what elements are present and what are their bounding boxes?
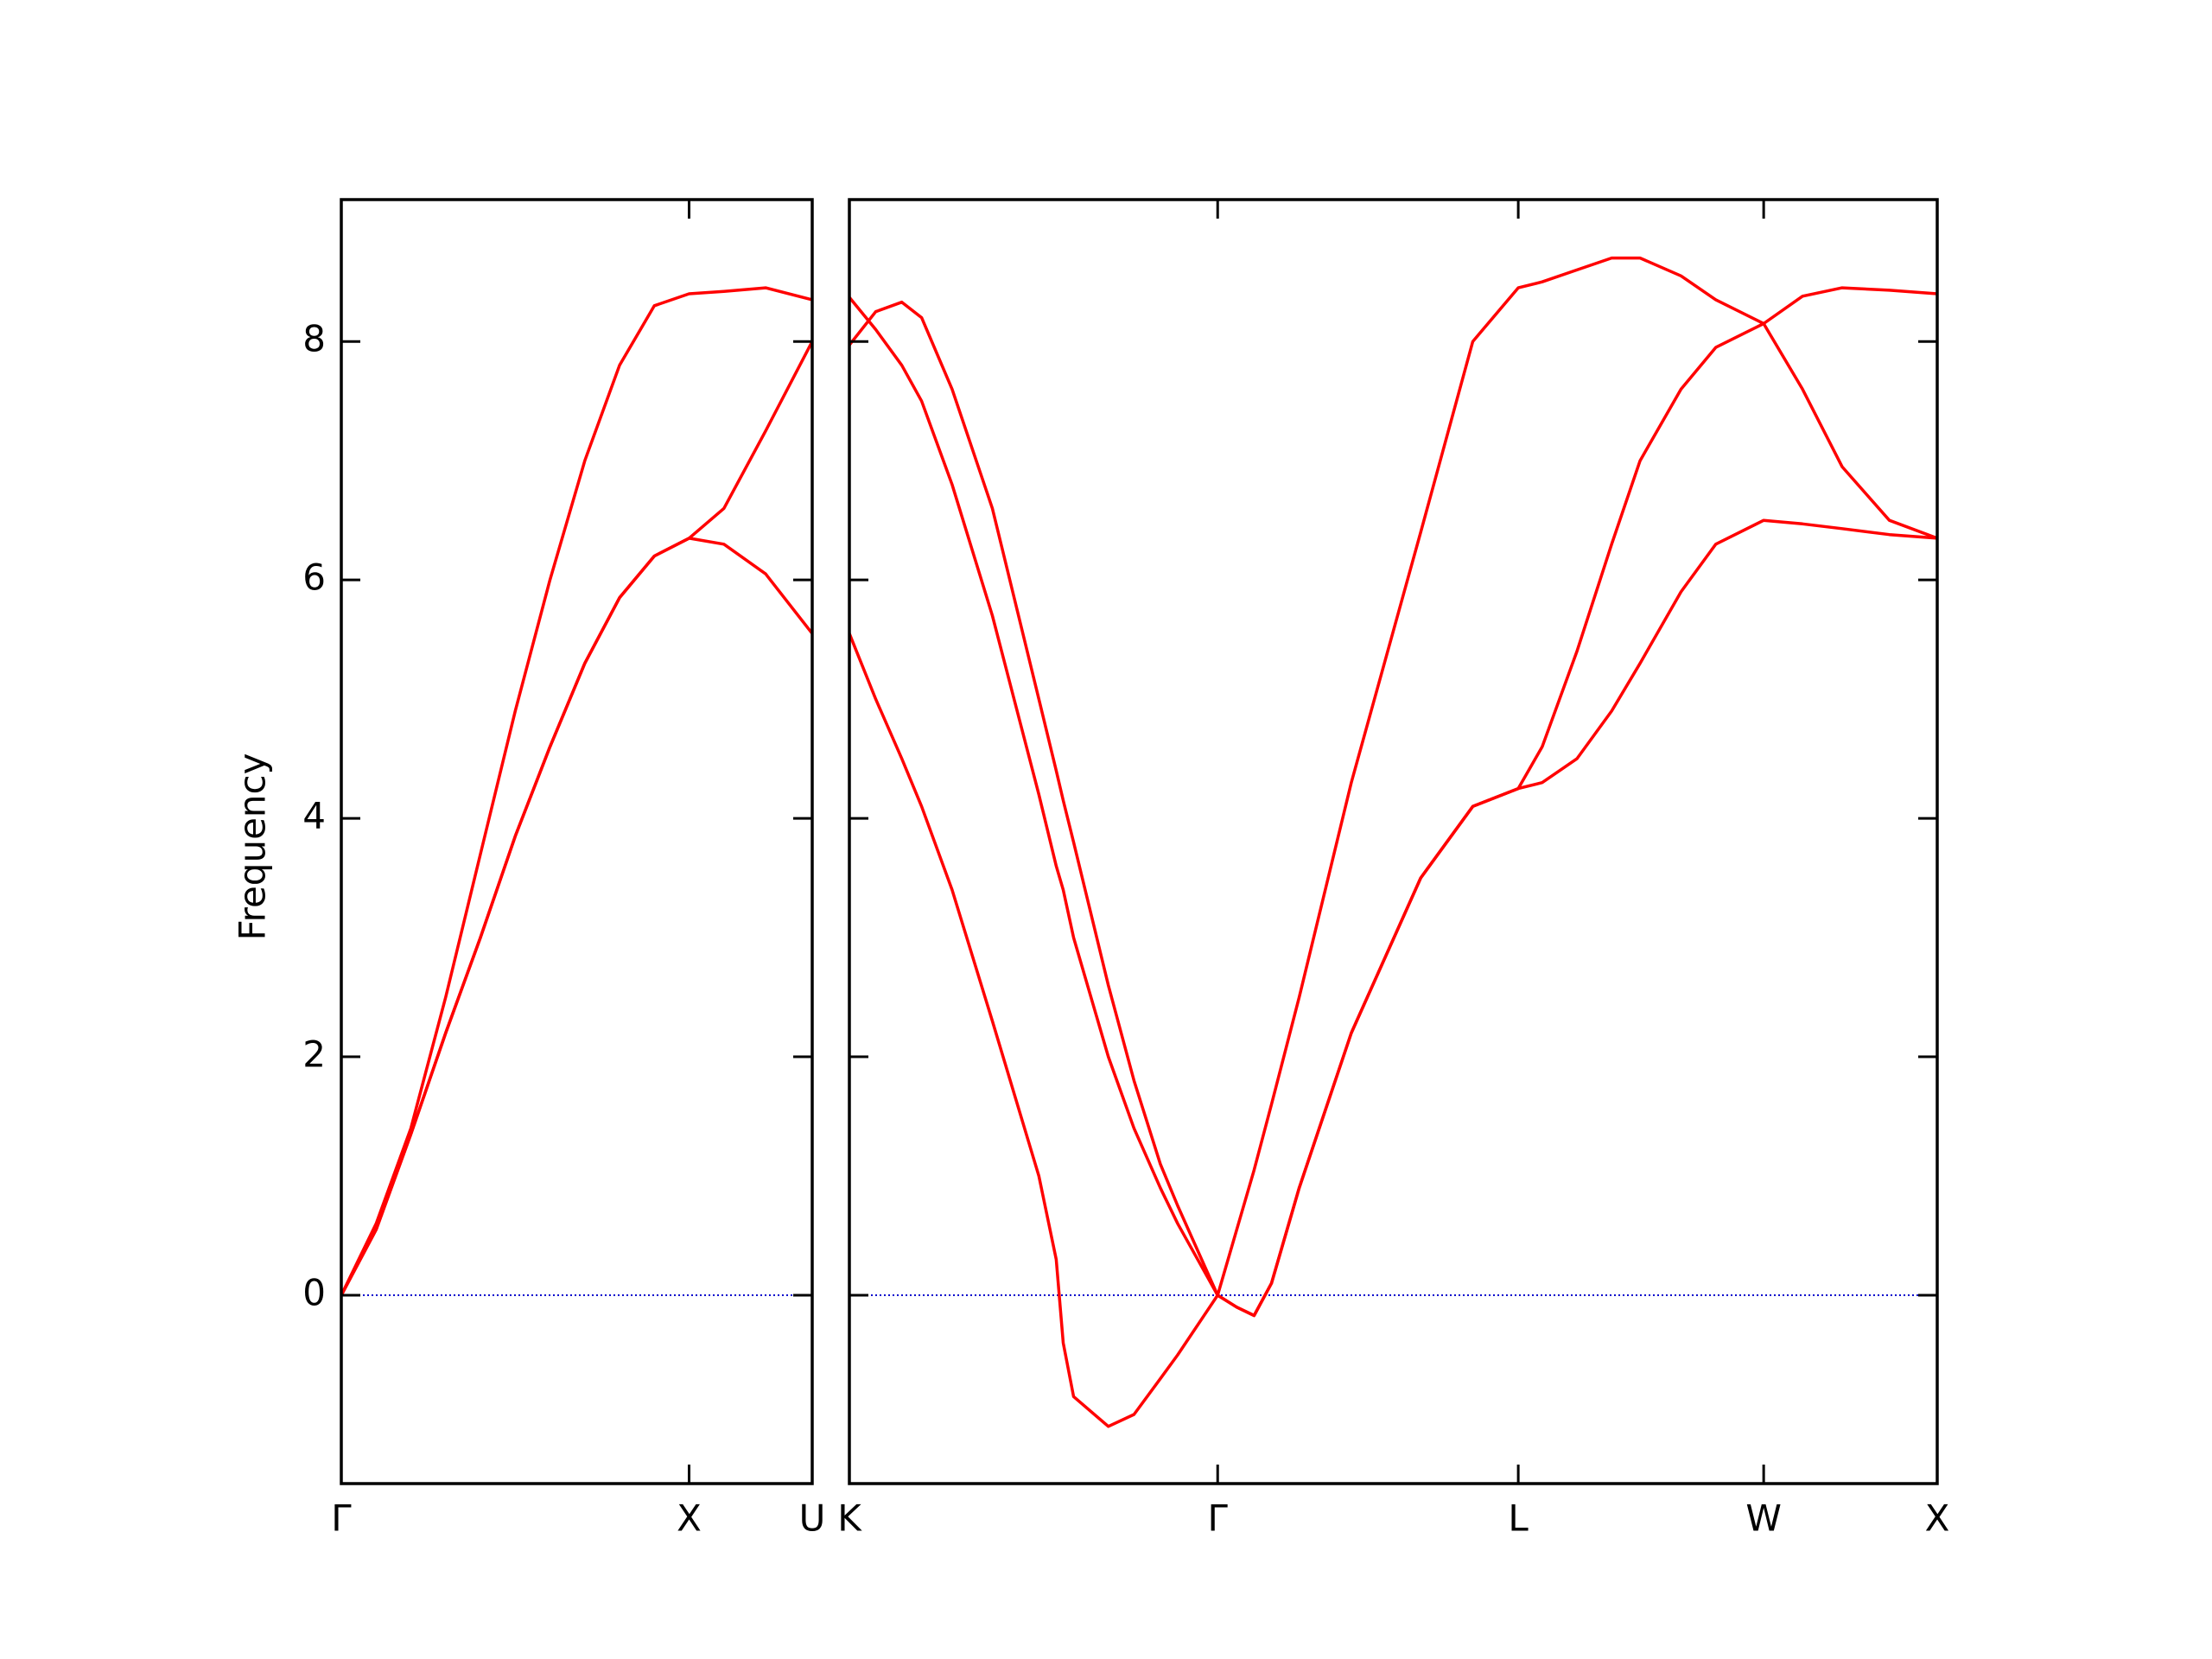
y-tick-label: 8 [302,318,326,360]
x-tick-label: Γ [331,1497,352,1540]
y-tick-label: 0 [302,1271,326,1313]
band-line [340,537,814,1296]
plot-frame [848,198,1939,1485]
x-tick-label: X [677,1497,702,1540]
x-tick-label: X [1925,1497,1950,1540]
x-tick-label: Γ [1208,1497,1229,1540]
band-line [340,286,813,1296]
plot-frame [340,198,814,1485]
x-tick-label: K [837,1497,862,1540]
y-tick-label: 6 [302,556,326,599]
y-tick-label: 2 [302,1033,326,1076]
x-tick-label: U [799,1497,826,1540]
band-line [848,286,1938,1318]
band-line [848,256,1938,1428]
y-axis-label: Frequency [232,753,274,941]
band-line [848,300,1938,1318]
x-tick-label: W [1745,1497,1782,1540]
x-tick-label: L [1508,1497,1529,1540]
y-tick-label: 4 [302,795,326,837]
